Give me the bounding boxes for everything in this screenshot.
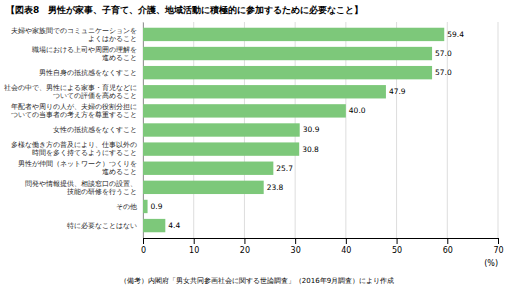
data-labels: 59.4 57.0 57.0 47.9 40.0 30.9 30.8 25.7 23.8 0.9 4… (151, 30, 465, 230)
y-tick: 職場における上司や周囲の理解を進めること (32, 46, 143, 62)
x-tick: 50 (392, 238, 402, 255)
y-tick: 男性自身の抵抗感をなくすこと (39, 69, 143, 77)
y-tick-label: 男性が仲間（ネットワーク）つくりを進めること (18, 160, 137, 176)
x-tick-mark (498, 238, 499, 244)
bar (143, 200, 148, 213)
y-tick-label-line: よくはかること (88, 35, 137, 43)
y-tick-label-line: 職場における上司や周囲の理解を (32, 46, 137, 54)
data-label: 40.0 (349, 106, 366, 115)
y-tick-label-line: 男性が仲間（ネットワーク）つくりを (18, 160, 137, 168)
x-axis: 0 10 20 30 40 50 60 70 (141, 238, 504, 255)
data-label: 57.0 (435, 68, 452, 77)
y-tick-label-line: 特に必要なことはない (67, 222, 137, 230)
title: 【図表8 男性が家事、子育て、介護、地域活動に積極的に参加するために必要なこと】 (6, 4, 363, 15)
x-tick-label: 70 (493, 246, 503, 255)
y-tick-label-line: 技能の研修を行うこと (66, 188, 137, 196)
data-label: 4.4 (168, 221, 180, 230)
bar (143, 162, 273, 175)
x-axis-label: (%) (484, 259, 498, 268)
bar (143, 142, 299, 155)
y-tick: 女性の抵抗感をなくすこと (53, 126, 143, 134)
y-tick-label-line: 夫婦や家族間でのコミュニケーションを (11, 27, 137, 35)
chart: 【図表8 男性が家事、子育て、介護、地域活動に積極的に参加するために必要なこと】… (0, 0, 514, 288)
bar (143, 181, 264, 194)
y-tick-label: 夫婦や家族間でのコミュニケーションをよくはかること (11, 27, 137, 43)
data-label: 0.9 (151, 202, 163, 211)
x-tick-mark (397, 238, 398, 244)
data-label: 57.0 (435, 49, 452, 58)
y-tick-label-line: その他 (116, 203, 137, 211)
data-label: 47.9 (389, 87, 406, 96)
y-tick: 男性が仲間（ネットワーク）つくりを進めること (18, 160, 143, 176)
x-tick-mark (447, 238, 448, 244)
y-tick: 特に必要なことはない (67, 222, 143, 230)
data-label: 23.8 (267, 183, 284, 192)
data-label: 30.8 (302, 145, 319, 154)
x-tick: 70 (493, 238, 503, 255)
y-tick-label-line: 時間を多く持てるようにすること (32, 149, 137, 157)
y-tick-label: 職場における上司や周囲の理解を進めること (32, 46, 137, 62)
y-tick-label-line: 問発や情報提供、相談窓口の設置、 (25, 180, 137, 188)
y-tick-label-line: ついての当事者の考え方を尊重すること (11, 111, 137, 119)
y-tick-label-line: ついての評価を高めること (53, 92, 137, 100)
y-tick: 問発や情報提供、相談窓口の設置、技能の研修を行うこと (25, 180, 143, 196)
x-tick: 40 (341, 238, 351, 255)
bar (143, 28, 444, 41)
x-tick-label: 40 (341, 246, 351, 255)
x-tick-mark (143, 238, 144, 244)
bar (143, 104, 346, 117)
x-tick-label: 60 (443, 246, 453, 255)
y-tick-label: 男性自身の抵抗感をなくすこと (39, 69, 137, 77)
bar (143, 85, 386, 98)
y-tick-label: 問発や情報提供、相談窓口の設置、技能の研修を行うこと (25, 180, 137, 196)
grid-line (498, 22, 499, 238)
x-tick-label: 50 (392, 246, 402, 255)
bar (143, 219, 165, 232)
y-tick: 社会の中で、男性による家事・育児などについての評価を高めること (4, 83, 143, 100)
x-tick: 60 (443, 238, 453, 255)
data-label: 59.4 (447, 30, 464, 39)
x-axis-line (144, 239, 499, 245)
grid (143, 22, 498, 238)
x-tick: 0 (141, 238, 146, 255)
y-tick: 多様な働き方の普及により、仕事以外の時間を多く持てるようにすること (11, 140, 143, 157)
bars (143, 28, 444, 233)
bar (143, 66, 432, 79)
x-tick: 30 (291, 238, 301, 255)
y-tick-label-line: 社会の中で、男性による家事・育児などに (4, 83, 137, 92)
x-tick-label: 10 (189, 246, 199, 255)
x-tick-mark (244, 238, 245, 244)
y-tick-label-line: 進めること (102, 168, 137, 176)
bar (143, 123, 300, 136)
y-tick: 年配者や周りの人が、夫婦の役割分担についての当事者の考え方を尊重すること (11, 103, 143, 119)
bar (143, 47, 432, 60)
x-tick-label: 0 (141, 246, 146, 255)
y-tick-label: その他 (116, 203, 137, 211)
x-tick-mark (295, 238, 296, 244)
y-tick-label-line: 男性自身の抵抗感をなくすこと (39, 69, 137, 77)
y-tick-label-line: 女性の抵抗感をなくすこと (53, 126, 137, 134)
y-tick-label-line: 進めること (102, 54, 137, 62)
y-tick-label: 年配者や周りの人が、夫婦の役割分担についての当事者の考え方を尊重すること (11, 103, 137, 119)
y-tick-label: 女性の抵抗感をなくすこと (53, 126, 137, 134)
data-label: 30.9 (303, 125, 320, 134)
y-tick: その他 (116, 203, 143, 211)
y-axis: 夫婦や家族間でのコミュニケーションをよくはかること職場における上司や周囲の理解を… (4, 23, 144, 239)
y-tick: 夫婦や家族間でのコミュニケーションをよくはかること (11, 27, 143, 43)
data-label: 25.7 (276, 164, 293, 173)
y-tick-label: 社会の中で、男性による家事・育児などについての評価を高めること (4, 83, 137, 100)
x-tick-mark (194, 238, 195, 244)
x-tick-label: 30 (291, 246, 301, 255)
y-tick-label: 多様な働き方の普及により、仕事以外の時間を多く持てるようにすること (11, 140, 137, 157)
x-tick: 20 (240, 238, 250, 255)
y-tick-label-line: 多様な働き方の普及により、仕事以外の (11, 140, 137, 149)
x-tick: 10 (189, 238, 199, 255)
footnote: （備考）内閣府「男女共同参画社会に関する世論調査」（2016年9月調査）により作… (120, 277, 394, 285)
y-tick-label: 特に必要なことはない (67, 222, 137, 230)
x-tick-mark (346, 238, 347, 244)
y-tick-label-line: 年配者や周りの人が、夫婦の役割分担に (11, 103, 137, 111)
x-tick-label: 20 (240, 246, 250, 255)
